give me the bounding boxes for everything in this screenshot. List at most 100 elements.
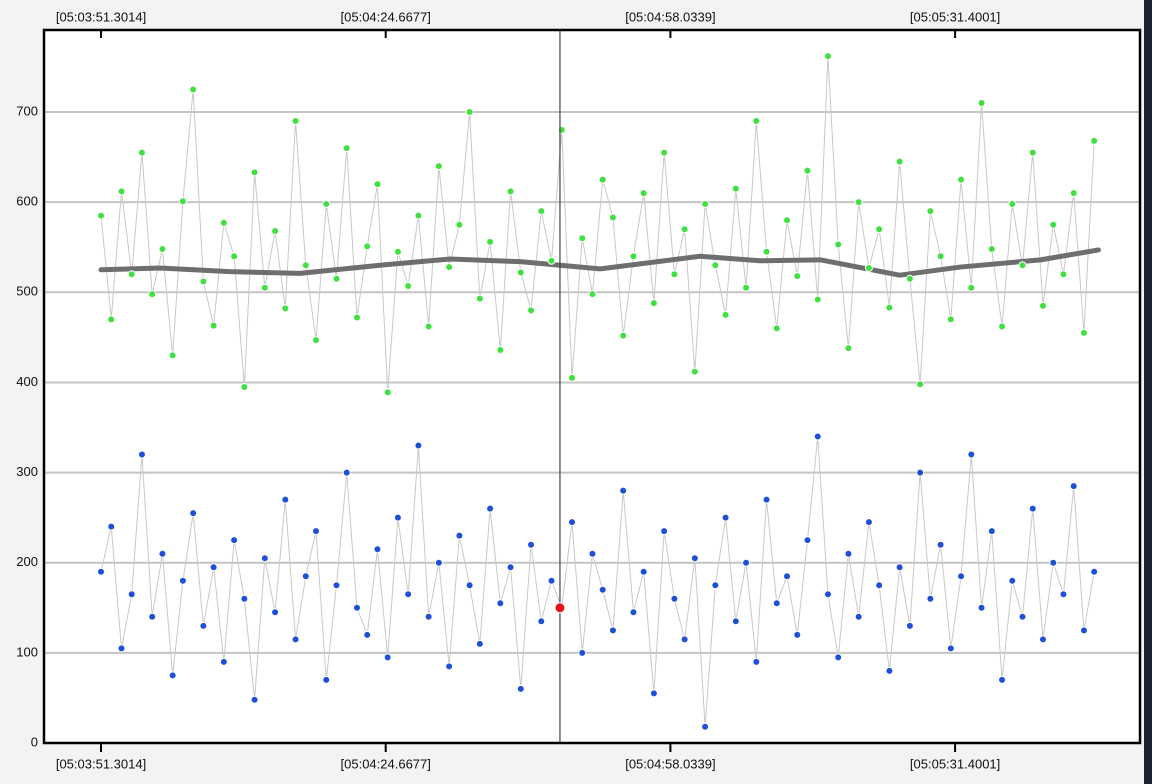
data-point [660, 527, 669, 536]
data-point [475, 639, 484, 648]
data-point [148, 290, 157, 299]
data-point [977, 603, 986, 612]
data-point [936, 540, 945, 549]
data-point [424, 612, 433, 621]
y-tick-label: 200 [16, 554, 38, 569]
data-point [496, 599, 505, 608]
data-point [721, 310, 730, 319]
data-point [1018, 612, 1027, 621]
data-point [619, 331, 628, 340]
data-point [301, 261, 310, 270]
connector-line [100, 56, 1095, 393]
data-point [834, 240, 843, 249]
data-point [936, 252, 945, 261]
data-point [434, 558, 443, 567]
data-point [342, 468, 351, 477]
data-point [772, 599, 781, 608]
cursor-point [554, 602, 566, 614]
data-point [854, 198, 863, 207]
data-point [813, 295, 822, 304]
data-point [721, 513, 730, 522]
data-point [465, 108, 474, 117]
data-point [260, 283, 269, 292]
data-point [1008, 199, 1017, 208]
data-point [117, 644, 126, 653]
data-point [823, 52, 832, 61]
data-point [127, 590, 136, 599]
data-point [373, 545, 382, 554]
data-point [230, 536, 239, 545]
data-point [455, 220, 464, 229]
data-point [670, 270, 679, 279]
data-point [332, 274, 341, 283]
data-point [363, 630, 372, 639]
data-point [813, 432, 822, 441]
data-point [260, 554, 269, 563]
data-point [875, 225, 884, 234]
data-point [895, 563, 904, 572]
data-point [178, 576, 187, 585]
data-point [158, 245, 167, 254]
data-point [117, 187, 126, 196]
data-point [506, 187, 515, 196]
points [98, 247, 1101, 278]
data-point [537, 617, 546, 626]
data-point [711, 581, 720, 590]
data-point [578, 234, 587, 243]
y-tick-label: 600 [16, 194, 38, 209]
data-point [619, 486, 628, 495]
connectors [100, 56, 1095, 727]
data-point [158, 549, 167, 558]
data-point [834, 653, 843, 662]
data-point [516, 684, 525, 693]
desktop-edge [1144, 0, 1152, 784]
data-point [137, 148, 146, 157]
data-point [393, 247, 402, 256]
data-point [527, 540, 536, 549]
data-point [1059, 270, 1068, 279]
data-point [445, 263, 454, 272]
connector-line [100, 436, 1095, 727]
data-point [649, 689, 658, 698]
data-point [844, 549, 853, 558]
data-point [1008, 576, 1017, 585]
data-point [342, 144, 351, 153]
data-point [291, 635, 300, 644]
data-point [537, 207, 546, 216]
data-point [527, 306, 536, 315]
data-point [639, 189, 648, 198]
x-tick-label-bottom: [05:04:58.0339] [625, 756, 715, 771]
data-point [383, 653, 392, 662]
data-point [608, 213, 617, 222]
data-point [557, 126, 566, 135]
data-point [588, 290, 597, 299]
data-point [434, 162, 443, 171]
data-point [168, 351, 177, 360]
data-point [783, 572, 792, 581]
x-tick-label-bottom: [05:05:31.4001] [910, 756, 1000, 771]
data-point [1069, 189, 1078, 198]
data-point [199, 277, 208, 286]
data-point [680, 635, 689, 644]
data-point [373, 180, 382, 189]
data-point [588, 549, 597, 558]
data-point [803, 166, 812, 175]
data-point [598, 585, 607, 594]
data-point [455, 531, 464, 540]
data-point [404, 590, 413, 599]
data-point [783, 216, 792, 225]
data-point [987, 245, 996, 254]
data-point [1028, 148, 1037, 157]
data-point [670, 594, 679, 603]
data-point [946, 315, 955, 324]
data-point [752, 657, 761, 666]
plot-area [44, 30, 1140, 743]
data-point [762, 495, 771, 504]
data-point [793, 272, 802, 281]
data-point [230, 252, 239, 261]
data-point [1090, 136, 1099, 145]
data-point [547, 576, 556, 585]
data-point [301, 572, 310, 581]
data-point [1079, 626, 1088, 635]
